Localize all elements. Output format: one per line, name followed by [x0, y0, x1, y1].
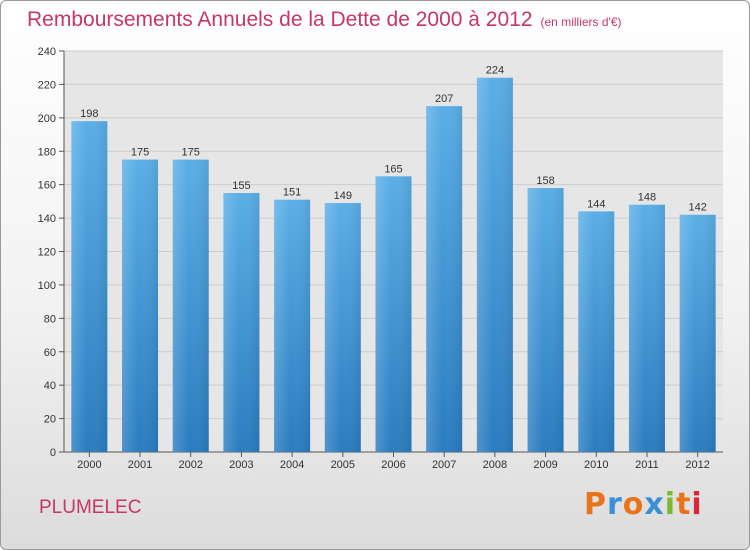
bar-value-label: 148 — [638, 192, 656, 204]
x-tick-label: 2002 — [178, 459, 202, 471]
x-tick-label: 2005 — [331, 459, 355, 471]
y-tick-label: 120 — [38, 247, 56, 259]
y-tick-label: 80 — [44, 313, 56, 325]
bar-shade — [426, 106, 463, 452]
bar-shade — [578, 211, 615, 452]
logo-letter: P — [584, 487, 607, 522]
bar-value-label: 144 — [587, 198, 605, 210]
logo-letter: t — [676, 487, 692, 522]
logo-letter: i — [664, 487, 677, 522]
x-tick-label: 2006 — [381, 459, 405, 471]
bar-shade — [324, 203, 361, 452]
y-tick-label: 60 — [44, 347, 56, 359]
bar-value-label: 165 — [384, 163, 402, 175]
bar-value-label: 198 — [80, 108, 98, 120]
bar-shade — [71, 121, 108, 453]
y-tick-label: 140 — [38, 213, 56, 225]
logo-letter: r — [607, 487, 623, 522]
logo-letter: x — [644, 487, 665, 522]
x-tick-label: 2011 — [635, 459, 659, 471]
bar-shade — [274, 199, 311, 452]
x-tick-label: 2001 — [128, 459, 152, 471]
bar-shade — [628, 204, 665, 452]
x-tick-label: 2004 — [280, 459, 304, 471]
y-tick-label: 160 — [38, 180, 56, 192]
bar-shade — [172, 159, 209, 452]
x-tick-label: 2010 — [584, 459, 608, 471]
chart-title: Remboursements Annuels de la Dette de 20… — [27, 8, 622, 32]
y-tick-label: 180 — [38, 146, 56, 158]
bar-shade — [679, 214, 716, 452]
y-tick-label: 20 — [44, 414, 56, 426]
y-tick-label: 100 — [38, 280, 56, 292]
chart-title-text: Remboursements Annuels de la Dette de 20… — [27, 8, 533, 31]
bar-value-label: 158 — [536, 175, 554, 187]
x-tick-label: 2003 — [229, 459, 253, 471]
bar-value-label: 142 — [688, 202, 706, 214]
bar-value-label: 151 — [283, 187, 301, 199]
chart-subtitle: (en milliers d'€) — [540, 15, 622, 29]
bar-shade — [527, 188, 564, 452]
bar-value-label: 207 — [435, 93, 453, 105]
bar-value-label: 224 — [486, 65, 504, 77]
bar-value-label: 175 — [131, 147, 149, 159]
logo-letter: o — [622, 487, 645, 522]
proxiti-logo: Proxiti — [584, 487, 703, 522]
town-name: PLUMELEC — [39, 497, 142, 518]
x-tick-label: 2008 — [483, 459, 507, 471]
y-tick-label: 240 — [38, 46, 56, 58]
bar-shade — [375, 176, 412, 452]
bar-shade — [122, 159, 159, 452]
bar-shade — [476, 77, 513, 452]
y-tick-label: 220 — [38, 79, 56, 91]
x-tick-label: 2012 — [685, 459, 709, 471]
y-tick-label: 0 — [50, 447, 56, 459]
bar-value-label: 149 — [334, 190, 352, 202]
bar-value-label: 155 — [232, 180, 250, 192]
y-tick-label: 200 — [38, 113, 56, 125]
y-tick-label: 40 — [44, 380, 56, 392]
bar-value-label: 175 — [182, 147, 200, 159]
x-tick-label: 2009 — [533, 459, 557, 471]
bar-shade — [223, 193, 260, 453]
logo-letter: i — [691, 487, 703, 522]
x-tick-label: 2000 — [77, 459, 101, 471]
x-tick-label: 2007 — [432, 459, 456, 471]
